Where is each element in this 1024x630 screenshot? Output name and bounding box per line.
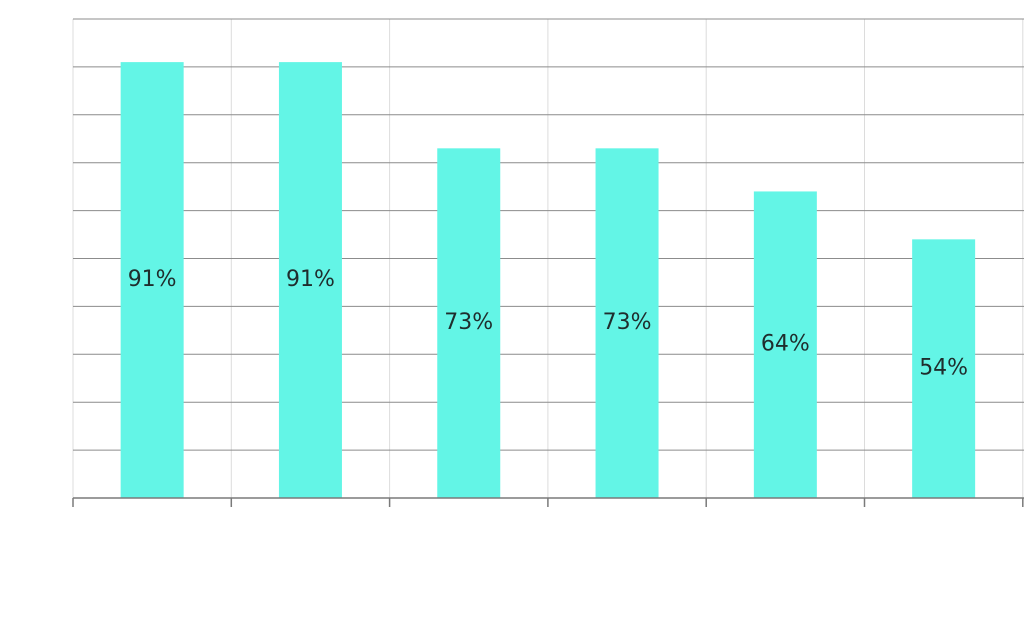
bars-layer bbox=[120, 62, 976, 499]
bar-data-label: 91% bbox=[128, 267, 177, 292]
bar-data-label: 64% bbox=[761, 332, 810, 357]
bar bbox=[912, 239, 976, 498]
bar-data-label: 54% bbox=[919, 356, 968, 381]
grid-layer bbox=[72, 18, 1024, 498]
bar bbox=[278, 62, 342, 499]
bar bbox=[753, 191, 817, 498]
bar bbox=[437, 148, 501, 498]
data-labels-layer: 91% 91% 73% 73% 64% 54% bbox=[128, 267, 968, 381]
bar-data-label: 91% bbox=[286, 267, 335, 292]
bar-data-label: 73% bbox=[603, 310, 652, 335]
bar bbox=[120, 62, 184, 499]
bar-data-label: 73% bbox=[444, 310, 493, 335]
bar bbox=[595, 148, 659, 498]
axis-layer bbox=[72, 497, 1024, 507]
